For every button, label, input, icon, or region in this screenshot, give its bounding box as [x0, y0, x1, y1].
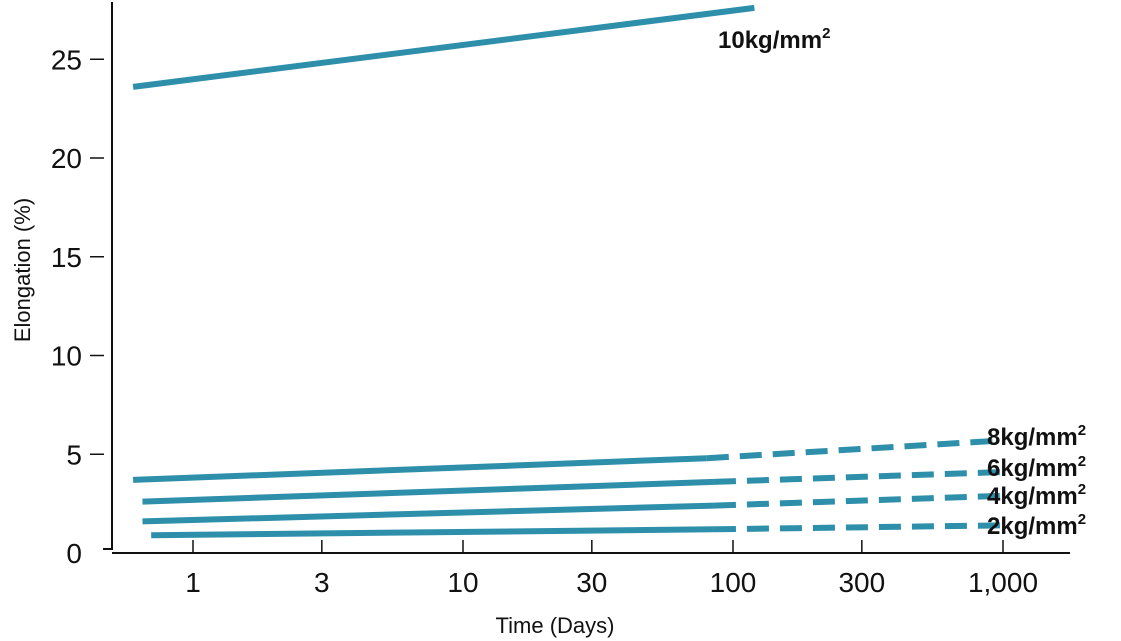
y-tick-label: 10 [51, 341, 82, 372]
series-extrapolation-3 [713, 469, 1004, 485]
x-tick-label: 10 [447, 567, 478, 598]
series-lines [132, 4, 1004, 539]
series-label-5: 2kg/mm2 [987, 511, 1086, 540]
series-line-2 [132, 455, 707, 483]
x-tick-label: 1,000 [968, 567, 1038, 598]
series-label-2: 8kg/mm2 [987, 422, 1086, 451]
y-tick-label: 25 [51, 44, 82, 75]
x-tick-label: 1 [185, 567, 201, 598]
x-axis-title: Time (Days) [496, 613, 615, 638]
series-label-text: 4kg/mm [987, 483, 1078, 510]
x-tick-label: 300 [838, 567, 885, 598]
x-tick-label: 100 [710, 567, 757, 598]
y-axis-line [103, 2, 113, 550]
y-tick-label: 0 [66, 538, 82, 569]
series-label-text: 6kg/mm [987, 455, 1078, 482]
series-line-5 [151, 526, 714, 539]
y-axis-title: Elongation (%) [10, 198, 35, 342]
y-tick-label: 20 [51, 143, 82, 174]
series-label-text: 8kg/mm [987, 424, 1078, 451]
series-label-text: 10kg/mm [718, 27, 822, 54]
series-label-superscript: 2 [822, 25, 830, 42]
series-extrapolation-2 [706, 437, 1004, 462]
x-tick-label: 30 [576, 567, 607, 598]
series-label-superscript: 2 [1078, 481, 1086, 498]
series-line-4 [142, 502, 715, 525]
x-axis: 1 3 10 30 100 300 1,000 [112, 540, 1070, 598]
series-extrapolation-5 [713, 522, 1004, 533]
series-label-superscript: 2 [1078, 511, 1086, 528]
y-tick-label: 5 [66, 439, 82, 470]
x-tick-label: 3 [314, 567, 330, 598]
series-line-3 [142, 478, 715, 505]
series-line-1 [132, 4, 755, 90]
series-label-4: 4kg/mm2 [987, 481, 1086, 510]
y-tick-label: 15 [51, 242, 82, 273]
series-label-1: 10kg/mm2 [718, 25, 830, 54]
series-extrapolation-4 [713, 492, 1004, 509]
series-label-superscript: 2 [1078, 453, 1086, 470]
series-label-superscript: 2 [1078, 422, 1086, 439]
series-label-3: 6kg/mm2 [987, 453, 1086, 482]
series-label-text: 2kg/mm [987, 513, 1078, 540]
y-axis: 0 5 10 15 20 25 [51, 2, 113, 569]
